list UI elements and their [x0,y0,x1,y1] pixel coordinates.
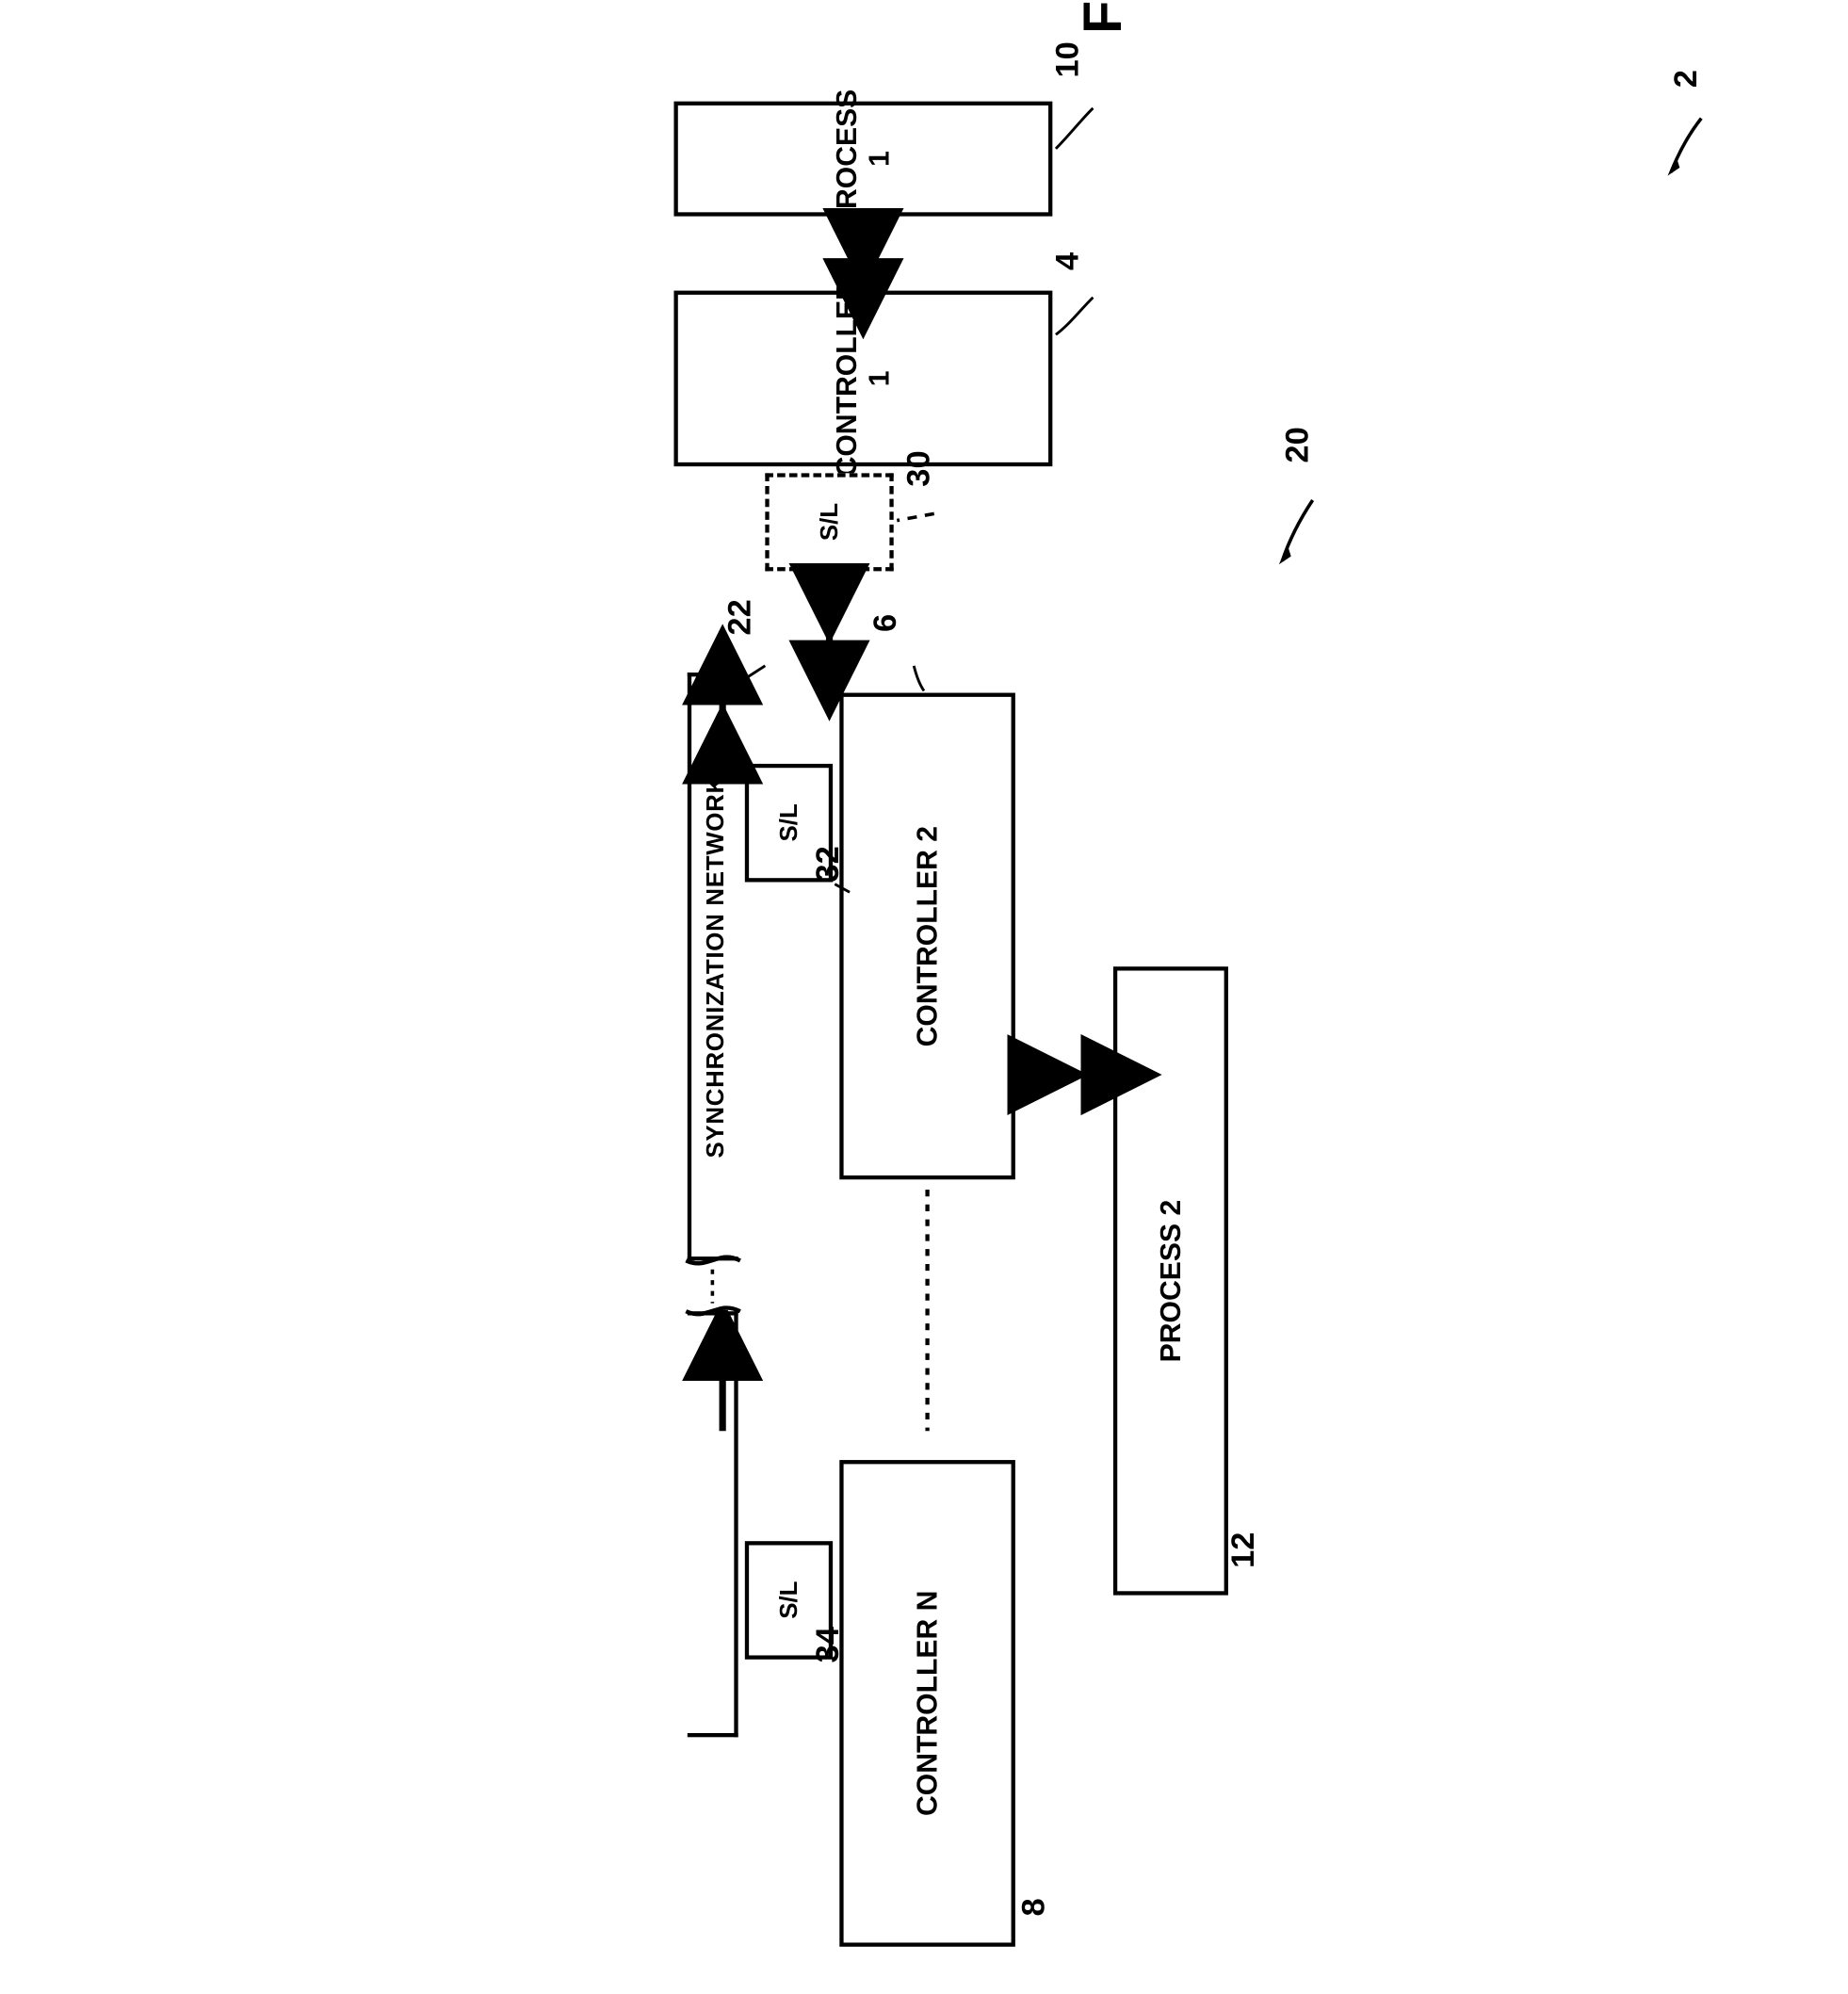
sl-30-box: S/L [765,473,893,571]
sync-network-left: SYNCHRONIZATION NETWORK [688,673,738,1260]
diagram-canvas: PROCESS 1 CONTROLLER 1 S/L SYNCHRONIZATI… [552,0,1295,1994]
sl-34-label: S/L [774,1581,802,1619]
sync-network-label: SYNCHRONIZATION NETWORK [701,775,729,1158]
process-1-box: PROCESS 1 [673,102,1052,217]
ref-6: 6 [867,614,903,632]
process-2-label: PROCESS 2 [1155,1200,1187,1363]
ref-10: 10 [1049,41,1086,77]
ref-20: 20 [1279,427,1316,462]
ref-22: 22 [721,599,758,635]
sync-network-right [688,1311,738,1737]
ref-12: 12 [1224,1532,1261,1568]
ref-30: 30 [900,450,937,486]
process-2-box: PROCESS 2 [1113,966,1228,1595]
sl-30-label: S/L [815,503,843,541]
ref-2: 2 [1667,70,1704,88]
ref-34: 34 [809,1627,846,1662]
process-1-label: PROCESS 1 [831,89,896,228]
ref-8: 8 [1015,1898,1052,1916]
controller-n-label: CONTROLLER N [911,1591,943,1816]
controller-1-label: CONTROLLER 1 [831,280,896,477]
figure-caption: FIG. 1 [1071,0,1133,34]
ref-32: 32 [809,846,846,882]
ref-4: 4 [1049,252,1086,270]
controller-2-label: CONTROLLER 2 [911,826,943,1046]
controller-1-box: CONTROLLER 1 [673,291,1052,467]
sl-32-label: S/L [774,804,802,842]
controller-n-box: CONTROLLER N [839,1460,1015,1947]
controller-2-box: CONTROLLER 2 [839,693,1015,1180]
